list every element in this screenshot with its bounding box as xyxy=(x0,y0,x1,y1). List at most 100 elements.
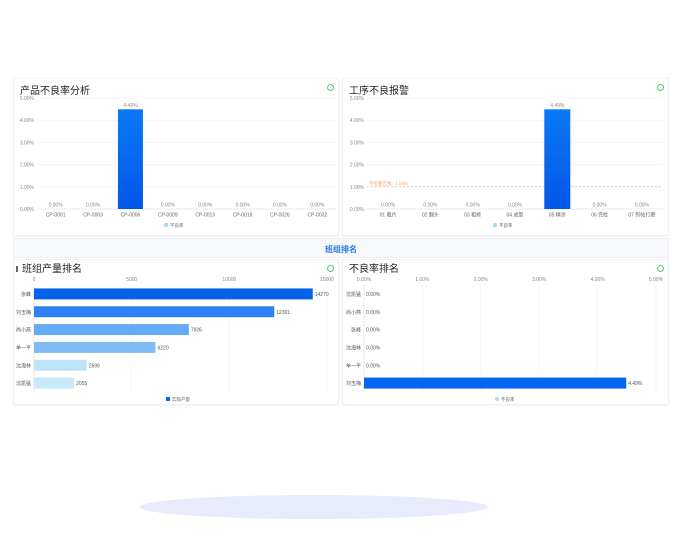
x-tick-label: CP-0013 xyxy=(195,213,215,219)
y-tick-label: 4.00% xyxy=(20,118,35,124)
info-icon[interactable] xyxy=(657,84,664,91)
x-tick-label: 4.00% xyxy=(591,277,606,283)
x-tick-label: CP-0003 xyxy=(83,213,103,219)
x-tick-label: 5.00% xyxy=(649,277,664,283)
y-tick-label: 2.00% xyxy=(350,163,365,169)
bar xyxy=(544,109,571,209)
y-tick-label: 3.00% xyxy=(20,140,35,146)
x-tick-label: 2.00% xyxy=(474,277,489,283)
y-tick-label: 5.00% xyxy=(350,96,365,102)
y-tick-label: 1.00% xyxy=(350,185,365,191)
team-output-ranking-panel: 班组产量排名 0 5000 10000 15000 14270 张峰 12301 刘玉梅 792… xyxy=(14,260,338,404)
y-tick-label: 0.00% xyxy=(350,207,365,213)
x-tick-label: CP-0026 xyxy=(270,213,290,219)
data-label: 0.00% xyxy=(366,363,381,369)
y-tick-label: 0.00% xyxy=(20,207,35,213)
x-tick-label: 06 完检 xyxy=(591,212,608,219)
data-label: 0.00% xyxy=(366,328,381,334)
product-defect-rate-chart: 0.00% 1.00% 2.00% 3.00% 4.00% 5.00% 0.00% CP-00… xyxy=(20,96,336,229)
x-tick-label: CP-0006 xyxy=(121,213,141,219)
y-tick-label: 刘玉梅 xyxy=(16,309,31,316)
x-tick-label: 01 裁片 xyxy=(380,212,397,219)
panel-title: 工序不良报警 xyxy=(349,86,409,97)
data-label: 0.00% xyxy=(310,203,325,209)
data-label: 0.00% xyxy=(381,203,396,209)
x-tick-label: 07 熨帖打磨 xyxy=(628,212,655,219)
bar xyxy=(34,341,156,353)
bar xyxy=(34,306,275,318)
x-tick-label: 0 xyxy=(33,277,36,283)
data-label: 0.00% xyxy=(273,203,288,209)
x-tick-label: CP-0001 xyxy=(46,213,66,219)
legend-label: 不良率 xyxy=(501,396,515,403)
x-tick-label: 1.00% xyxy=(415,277,430,283)
data-label: 2055 xyxy=(76,381,87,387)
y-tick-label: 沈凯猛 xyxy=(16,380,31,387)
x-tick-label: CP-0009 xyxy=(158,213,178,219)
legend-swatch xyxy=(495,397,499,401)
x-tick-label: 02 翻头 xyxy=(422,212,439,219)
data-label: 7926 xyxy=(191,328,202,334)
data-label: 14270 xyxy=(315,292,329,298)
bar xyxy=(117,109,143,209)
defect-rate-ranking-panel: 不良率排名 0.00% 1.00% 2.00% 3.00% 4.00% 5.00% 0.00… xyxy=(343,260,668,404)
info-icon[interactable] xyxy=(327,265,334,272)
x-tick-label: 3.00% xyxy=(532,277,547,283)
y-tick-label: 尚小燕 xyxy=(346,309,361,316)
data-label: 0.00% xyxy=(366,292,381,298)
team-output-ranking-chart: 0 5000 10000 15000 14270 张峰 12301 刘玉梅 7926 尚小燕 622… xyxy=(16,277,334,403)
process-defect-alarm-panel: 工序不良报警 0.00% 1.00% 2.00% 3.00% 4.00% 5.00% 不良警… xyxy=(343,79,668,235)
bar xyxy=(34,377,75,389)
legend-label: 实际产量 xyxy=(172,396,190,403)
x-tick-label: CP-0019 xyxy=(233,213,253,219)
y-tick-label: 张峰 xyxy=(21,291,31,298)
y-tick-label: 5.00% xyxy=(20,96,35,102)
bar xyxy=(364,377,627,389)
y-tick-label: 1.00% xyxy=(20,185,35,191)
panel-title: 班组产量排名 xyxy=(22,264,82,275)
data-label: 12301 xyxy=(276,310,290,316)
data-label: 0.00% xyxy=(198,203,213,209)
data-label: 4.49% xyxy=(628,381,643,387)
data-label: 0.00% xyxy=(366,345,381,351)
data-label: 0.00% xyxy=(592,203,607,209)
x-tick-label: 05 精涂 xyxy=(549,212,566,219)
defect-rate-ranking-chart: 0.00% 1.00% 2.00% 3.00% 4.00% 5.00% 0.00% 沈凯猛 0.… xyxy=(346,277,664,403)
y-tick-label: 沈海林 xyxy=(346,344,361,351)
legend-swatch xyxy=(164,223,168,227)
data-label: 0.00% xyxy=(161,203,176,209)
data-label: 0.00% xyxy=(366,310,381,316)
legend-label: 不良率 xyxy=(499,222,513,229)
bar xyxy=(34,324,189,336)
x-tick-label: 04 成型 xyxy=(507,212,524,219)
panel-title: 不良率排名 xyxy=(349,264,399,275)
product-defect-rate-panel: 产品不良率分析 0.00% 1.00% 2.00% 3.00% 4.00% 5.00% 0.… xyxy=(14,79,338,235)
process-defect-alarm-chart: 0.00% 1.00% 2.00% 3.00% 4.00% 5.00% 不良警告线 : 1.… xyxy=(350,96,663,229)
threshold-label: 不良警告线 : 1.00% xyxy=(369,180,408,187)
data-label: 0.00% xyxy=(423,203,438,209)
y-tick-label: 尚小燕 xyxy=(16,327,31,334)
bar xyxy=(34,288,313,300)
panel-title: 产品不良率分析 xyxy=(20,86,90,97)
y-tick-label: 沈凯猛 xyxy=(346,291,361,298)
y-tick-label: 4.00% xyxy=(350,118,365,124)
data-label: 2699 xyxy=(89,363,100,369)
x-tick-label: CP-0032 xyxy=(307,213,327,219)
data-label: 0.00% xyxy=(86,203,101,209)
y-tick-label: 2.00% xyxy=(20,163,35,169)
legend-label: 不良率 xyxy=(170,222,184,229)
x-tick-label: 0.00% xyxy=(357,277,372,283)
y-tick-label: 单一平 xyxy=(16,344,31,351)
x-tick-label: 15000 xyxy=(320,277,334,283)
info-icon[interactable] xyxy=(657,265,664,272)
y-tick-label: 沈海林 xyxy=(16,362,31,369)
info-icon[interactable] xyxy=(327,84,334,91)
team-ranking-section-header: 班组排名 xyxy=(14,239,668,257)
legend-swatch xyxy=(166,397,170,401)
data-label: 0.00% xyxy=(466,203,481,209)
x-tick-label: 10000 xyxy=(222,277,236,283)
y-tick-label: 刘玉梅 xyxy=(346,380,361,387)
data-label: 0.00% xyxy=(508,203,523,209)
bar xyxy=(34,359,87,371)
data-label: 6220 xyxy=(157,345,168,351)
